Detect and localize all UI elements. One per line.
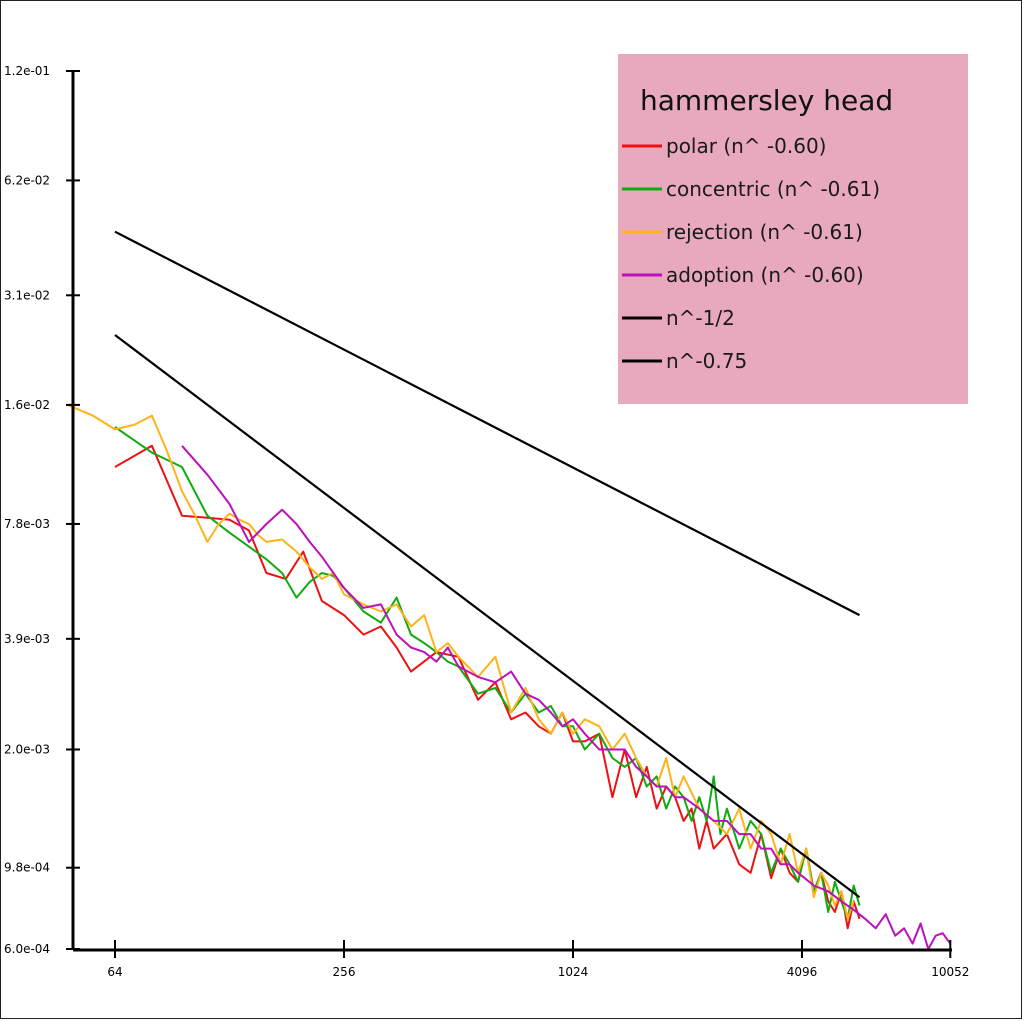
axis-layer: 1.2e-01 6.2e-02 3.1e-02 1.6e-02 7.8e-03 3.9e-… xyxy=(4,64,969,979)
y-tick-label: 6.0e-04 xyxy=(4,942,50,956)
y-tick-label: 6.2e-02 xyxy=(4,173,50,187)
y-tick-label: 9.8e-04 xyxy=(4,861,50,875)
legend-label: concentric (n^ -0.61) xyxy=(666,177,880,201)
legend-label: adoption (n^ -0.60) xyxy=(666,263,864,287)
legend-label: polar (n^ -0.60) xyxy=(666,134,826,158)
y-tick-label: 1.6e-02 xyxy=(4,398,50,412)
y-tick-label: 3.1e-02 xyxy=(4,288,50,302)
legend-background xyxy=(618,54,968,404)
legend: hammersley head polar (n^ -0.60) concentr… xyxy=(618,54,968,404)
y-tick-label: 3.9e-03 xyxy=(4,632,50,646)
x-tick-label: 4096 xyxy=(787,965,818,979)
series-line-5 xyxy=(114,230,861,617)
x-tick-label: 64 xyxy=(107,965,122,979)
x-tick-label: 1024 xyxy=(558,965,589,979)
legend-label: n^-1/2 xyxy=(666,306,735,330)
x-tick-label: 10052 xyxy=(931,965,969,979)
x-tick-label: 256 xyxy=(333,965,356,979)
y-tick-label: 7.8e-03 xyxy=(4,517,50,531)
legend-label: rejection (n^ -0.61) xyxy=(666,220,863,244)
chart-title: hammersley head xyxy=(640,84,893,117)
series-line-6 xyxy=(114,334,861,899)
series-layer xyxy=(67,230,952,950)
legend-label: n^-0.75 xyxy=(666,349,747,373)
series-line-4 xyxy=(181,445,952,950)
series-line-1 xyxy=(114,444,861,930)
y-tick-label: 1.2e-01 xyxy=(4,64,50,78)
y-tick-label: 2.0e-03 xyxy=(4,742,50,756)
